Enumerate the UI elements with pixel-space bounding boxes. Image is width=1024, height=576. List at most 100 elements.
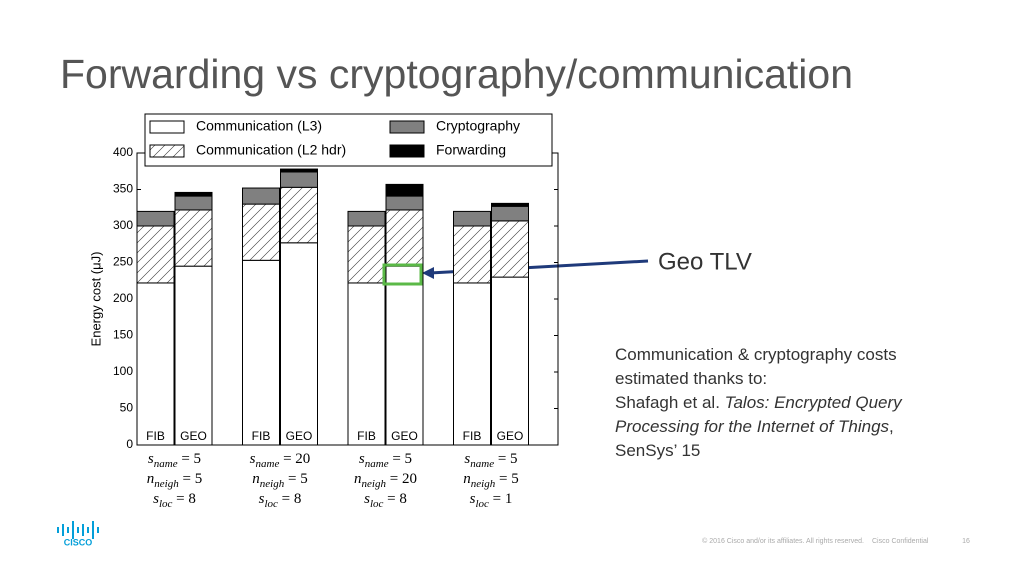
category-label: GEO <box>497 429 524 443</box>
group-label: sloc = 8 <box>364 491 407 509</box>
label-base: s <box>250 451 256 467</box>
bar-segment <box>385 195 424 211</box>
label-sub: neigh <box>471 478 496 490</box>
footer: © 2016 Cisco and/or its affiliates. All … <box>702 537 864 545</box>
group-label: sloc = 8 <box>153 491 196 509</box>
label-rest: = 1 <box>489 491 512 507</box>
legend-swatch <box>389 120 425 134</box>
group-label: sname = 20 <box>250 451 311 469</box>
arrow-head <box>422 267 434 279</box>
legend-swatch <box>149 120 185 134</box>
label-sub: loc <box>475 498 489 510</box>
bar-segment <box>242 187 280 205</box>
label-base: n <box>463 471 471 487</box>
logo-text: CISCO <box>64 537 93 547</box>
group-label: sloc = 1 <box>470 491 513 509</box>
bar-segment <box>174 265 213 446</box>
bar-segment <box>136 225 175 284</box>
note-run: Communication & cryptography costs <box>615 345 897 364</box>
label-base: n <box>147 471 155 487</box>
y-tick-label: 200 <box>113 291 133 305</box>
bar-segment <box>347 210 386 227</box>
label-base: s <box>470 491 476 507</box>
label-sub: neigh <box>260 478 285 490</box>
label-rest: = 8 <box>278 491 301 507</box>
chart: 0 50 100 150 200 250 300 350 400 Energy cost (μJ)… <box>88 113 559 510</box>
bar-segment <box>453 282 491 446</box>
note-run: Processing for the Internet of Things <box>615 417 890 436</box>
group-label: sname = 5 <box>464 451 517 469</box>
y-tick-label: 0 <box>126 437 133 451</box>
label-sub: name <box>470 458 494 470</box>
bar-segment <box>174 209 213 267</box>
group-label: sname = 5 <box>359 451 412 469</box>
bar-segment <box>385 183 424 197</box>
legend-box <box>144 113 553 167</box>
label-base: n <box>252 471 260 487</box>
label-base: s <box>153 491 159 507</box>
note-line: Communication & cryptography costs <box>615 345 897 364</box>
label-rest: = 20 <box>386 471 417 487</box>
group-label: sloc = 8 <box>259 491 302 509</box>
bar-segment <box>347 282 386 446</box>
y-tick-label: 250 <box>113 255 133 269</box>
label-sub: name <box>256 458 280 470</box>
category-label: GEO <box>391 429 418 443</box>
legend-label: Communication (L3) <box>196 118 322 134</box>
y-axis-label: Energy cost (μJ) <box>88 252 103 347</box>
label-rest: = 20 <box>279 451 310 467</box>
bar-segment <box>385 209 424 267</box>
bar-segment <box>136 282 175 446</box>
category-label: GEO <box>180 429 207 443</box>
bar-segment <box>347 225 386 284</box>
confidential: Cisco Confidential <box>872 538 929 545</box>
y-tick-label: 400 <box>113 145 133 159</box>
bar-segment <box>453 225 491 284</box>
category-label: FIB <box>357 429 376 443</box>
page-number: 16 <box>962 538 970 545</box>
label-rest: = 8 <box>172 491 195 507</box>
slide-title: Forwarding vs cryptography/communication <box>60 51 853 97</box>
category-label: GEO <box>286 429 313 443</box>
bar-segment <box>491 220 529 278</box>
note-run: estimated thanks to: <box>615 369 767 388</box>
note-run: , <box>889 417 894 436</box>
bar-segment <box>491 205 529 222</box>
label-rest: = 5 <box>389 451 412 467</box>
cisco-logo: CISCO <box>57 521 99 547</box>
note-run: SenSys’ 15 <box>615 441 700 460</box>
legend-swatch <box>149 144 185 158</box>
label-rest: = 5 <box>284 471 307 487</box>
label-rest: = 5 <box>179 471 202 487</box>
bar-segment <box>242 203 280 261</box>
label-sub: neigh <box>154 478 179 490</box>
bar-segment <box>453 210 491 227</box>
callout-text: Geo TLV <box>658 248 752 275</box>
note-line: Processing for the Internet of Things, <box>615 417 894 436</box>
note-run: Shafagh et al. <box>615 393 725 412</box>
label-base: n <box>354 471 362 487</box>
bar-segment <box>174 191 213 197</box>
legend-swatch <box>389 144 425 158</box>
bar-segment <box>280 186 318 244</box>
category-label: FIB <box>252 429 271 443</box>
bar-segment <box>280 242 318 446</box>
category-label: FIB <box>146 429 165 443</box>
label-rest: = 8 <box>383 491 406 507</box>
label-base: s <box>148 451 154 467</box>
legend-label: Cryptography <box>436 118 520 134</box>
label-rest: = 5 <box>494 451 517 467</box>
legend-label: Communication (L2 hdr) <box>196 142 346 158</box>
group-label: sname = 5 <box>148 451 201 469</box>
bar-segment <box>242 259 280 446</box>
group-label: nneigh = 5 <box>147 471 202 489</box>
group-label: nneigh = 5 <box>463 471 518 489</box>
bar-segment <box>491 202 529 207</box>
y-tick-label: 100 <box>113 364 133 378</box>
label-base: s <box>259 491 265 507</box>
bar-segment <box>174 195 213 211</box>
y-tick-label: 150 <box>113 328 133 342</box>
bar-segment <box>280 171 318 188</box>
label-base: s <box>359 451 365 467</box>
